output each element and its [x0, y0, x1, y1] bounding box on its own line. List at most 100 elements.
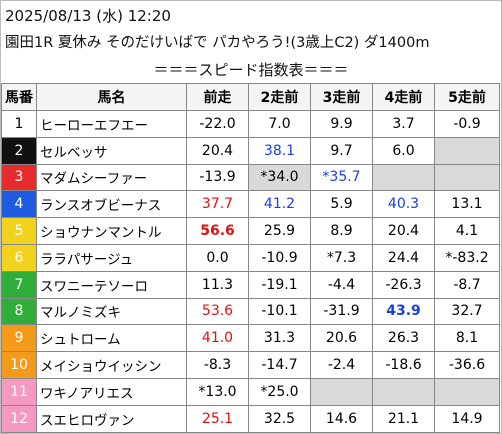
speed-index	[434, 163, 500, 192]
horse-row: 10 メイショウイッシン -8.3 -14.7 -2.4 -18.6 -36.6	[1, 351, 500, 379]
speed-index: -8.3	[186, 351, 249, 379]
speed-index: 25.9	[248, 217, 311, 245]
horse-number: 4	[1, 190, 37, 219]
column-header: 2走前	[248, 83, 311, 111]
horse-number: 7	[1, 270, 37, 299]
horse-number: 3	[1, 163, 37, 192]
speed-index: 32.5	[248, 404, 311, 433]
speed-index: 8.9	[310, 217, 373, 245]
speed-index: 56.6	[186, 217, 249, 245]
speed-index: 26.3	[372, 324, 435, 353]
speed-index: 31.3	[248, 324, 311, 353]
horse-row: 1 ヒーローエフエー -22.0 7.0 9.9 3.7 -0.9	[1, 110, 500, 138]
horse-row: 7 スワニーテソーロ 11.3 -19.1 -4.4 -26.3 -8.7	[1, 270, 500, 299]
speed-index: 5.9	[310, 190, 373, 219]
date-time: 2025/08/13 (水) 12:20	[5, 7, 171, 25]
speed-index: 41.2	[248, 190, 311, 219]
speed-index: 7.0	[248, 110, 311, 138]
speed-index	[372, 377, 435, 406]
speed-index	[310, 377, 373, 406]
speed-index: *-83.2	[434, 243, 500, 272]
horse-row: 8 マルノミズキ 53.6 -10.1 -31.9 43.9 32.7	[1, 297, 500, 326]
speed-index: *7.3	[310, 243, 373, 272]
speed-index: 41.0	[186, 324, 249, 353]
speed-index	[434, 136, 500, 165]
speed-index: -31.9	[310, 297, 373, 326]
horse-number: 6	[1, 243, 37, 272]
speed-index	[372, 163, 435, 192]
speed-index	[434, 377, 500, 406]
speed-index: 20.6	[310, 324, 373, 353]
column-header: 4走前	[372, 83, 435, 111]
horse-row: 9 シュトローム 41.0 31.3 20.6 26.3 8.1	[1, 324, 500, 353]
speed-index: 14.9	[434, 404, 500, 433]
horse-row: 4 ランスオブビーナス 37.7 41.2 5.9 40.3 13.1	[1, 190, 500, 219]
horse-row: 6 ララパサージュ 0.0 -10.9 *7.3 24.4 *-83.2	[1, 243, 500, 272]
horse-row: 3 マダムシーファー -13.9 *34.0 *35.7	[1, 163, 500, 192]
column-header: 5走前	[434, 83, 500, 111]
horse-name: シュトローム	[36, 324, 187, 353]
speed-index: 3.7	[372, 110, 435, 138]
horse-name: マダムシーファー	[36, 163, 187, 192]
horse-name: スワニーテソーロ	[36, 270, 187, 299]
speed-index: 40.3	[372, 190, 435, 219]
race-title: 園田1R 夏休み そのだけいばで パカやろう!(3歳上C2) ダ1400m	[5, 35, 430, 51]
speed-index: 11.3	[186, 270, 249, 299]
column-header: 3走前	[310, 83, 373, 111]
speed-table: 馬番 馬名 前走 2走前 3走前 4走前 5走前 1 ヒーローエフエー -22.0 7.0 9.9 3…	[1, 83, 500, 433]
horse-name: セルベッサ	[36, 136, 187, 165]
horse-row: 2 セルベッサ 20.4 38.1 9.7 6.0	[1, 136, 500, 165]
horse-number: 11	[1, 377, 37, 406]
speed-index: 32.7	[434, 297, 500, 326]
speed-index: 20.4	[372, 217, 435, 245]
horse-name: ランスオブビーナス	[36, 190, 187, 219]
speed-index: -10.1	[248, 297, 311, 326]
horse-name: ワキノアリエス	[36, 377, 187, 406]
speed-index: -4.4	[310, 270, 373, 299]
speed-index: -36.6	[434, 351, 500, 379]
speed-index: -14.7	[248, 351, 311, 379]
column-header: 馬名	[36, 83, 187, 111]
speed-index: -8.7	[434, 270, 500, 299]
speed-index: 20.4	[186, 136, 249, 165]
speed-index: *25.0	[248, 377, 311, 406]
horse-number: 1	[1, 110, 37, 138]
speed-index: -19.1	[248, 270, 311, 299]
speed-index: 0.0	[186, 243, 249, 272]
speed-index: 9.9	[310, 110, 373, 138]
speed-index: -22.0	[186, 110, 249, 138]
speed-index: *35.7	[310, 163, 373, 192]
speed-index: *13.0	[186, 377, 249, 406]
horse-name: ララパサージュ	[36, 243, 187, 272]
horse-name: スエヒロヴァン	[36, 404, 187, 433]
speed-index: 25.1	[186, 404, 249, 433]
speed-index: 8.1	[434, 324, 500, 353]
horse-number: 12	[1, 404, 37, 433]
speed-index: 9.7	[310, 136, 373, 165]
column-header: 馬番	[1, 83, 37, 111]
horse-name: マルノミズキ	[36, 297, 187, 326]
horse-number: 2	[1, 136, 37, 165]
speed-index: 38.1	[248, 136, 311, 165]
column-header: 前走	[186, 83, 249, 111]
speed-index: -13.9	[186, 163, 249, 192]
speed-index: *34.0	[248, 163, 311, 192]
header-row: 馬番 馬名 前走 2走前 3走前 4走前 5走前	[1, 83, 500, 111]
horse-number: 10	[1, 351, 37, 379]
horse-row: 11 ワキノアリエス *13.0 *25.0	[1, 377, 500, 406]
horse-row: 5 ショウナンマントル 56.6 25.9 8.9 20.4 4.1	[1, 217, 500, 245]
horse-name: ヒーローエフエー	[36, 110, 187, 138]
speed-index: -18.6	[372, 351, 435, 379]
speed-index: -26.3	[372, 270, 435, 299]
speed-index: 13.1	[434, 190, 500, 219]
horse-row: 12 スエヒロヴァン 25.1 32.5 14.6 21.1 14.9	[1, 404, 500, 433]
speed-index: -2.4	[310, 351, 373, 379]
speed-index: 24.4	[372, 243, 435, 272]
table-title: ＝＝＝スピード指数表＝＝＝	[153, 61, 349, 79]
speed-index: 6.0	[372, 136, 435, 165]
horse-name: ショウナンマントル	[36, 217, 187, 245]
horse-number: 9	[1, 324, 37, 353]
speed-index: 4.1	[434, 217, 500, 245]
speed-index: 53.6	[186, 297, 249, 326]
